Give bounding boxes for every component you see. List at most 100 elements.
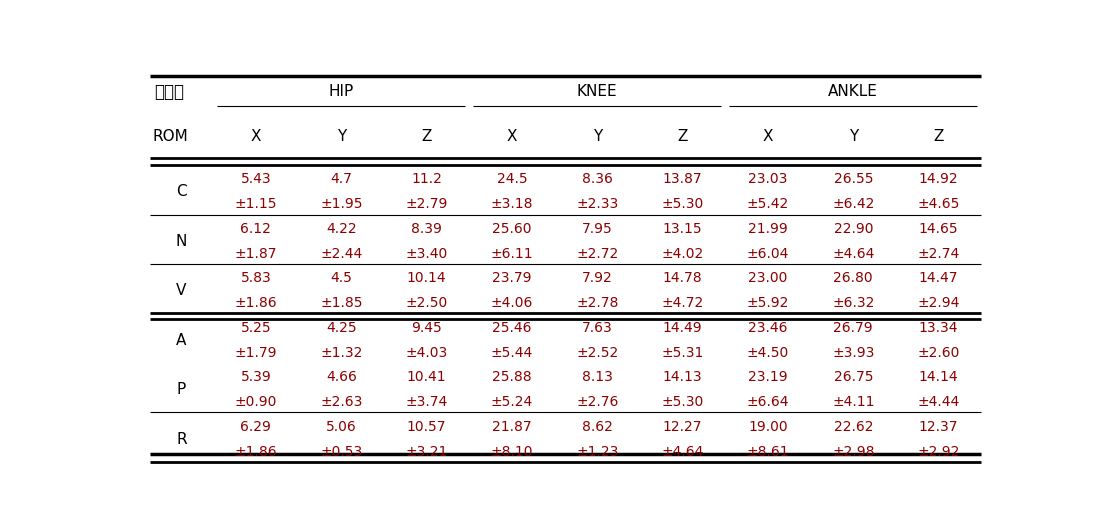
Text: 14.13: 14.13 [662,370,702,384]
Text: 4.25: 4.25 [326,321,357,335]
Text: P: P [176,382,186,397]
Text: ±2.92: ±2.92 [918,444,960,458]
Text: ±3.40: ±3.40 [405,246,448,260]
Text: A: A [176,333,186,348]
Text: 26.75: 26.75 [833,370,873,384]
Text: ±2.98: ±2.98 [832,444,875,458]
Text: 21.99: 21.99 [748,222,787,236]
Text: ±5.44: ±5.44 [491,345,533,359]
Text: 11.2: 11.2 [411,172,442,187]
Text: 5.83: 5.83 [241,271,272,286]
Text: ±8.61: ±8.61 [747,444,789,458]
Text: 7.95: 7.95 [581,222,612,236]
Text: 5.43: 5.43 [241,172,272,187]
Text: 13.87: 13.87 [662,172,702,187]
Text: 26.79: 26.79 [833,321,873,335]
Text: 25.88: 25.88 [492,370,532,384]
Text: ±1.87: ±1.87 [234,246,277,260]
Text: ±2.94: ±2.94 [918,296,960,310]
Text: 7.63: 7.63 [581,321,612,335]
Text: 5.39: 5.39 [241,370,272,384]
Text: KNEE: KNEE [577,84,618,100]
Text: 8.13: 8.13 [581,370,613,384]
Text: ±5.30: ±5.30 [661,197,704,211]
Text: ±3.18: ±3.18 [491,197,533,211]
Text: ±4.06: ±4.06 [491,296,533,310]
Text: ±1.86: ±1.86 [234,444,277,458]
Text: ±0.90: ±0.90 [234,395,277,409]
Text: 23.46: 23.46 [748,321,787,335]
Text: 10.14: 10.14 [406,271,447,286]
Text: ±3.74: ±3.74 [405,395,448,409]
Text: 7.92: 7.92 [581,271,612,286]
Text: 23.03: 23.03 [748,172,787,187]
Text: 4.5: 4.5 [331,271,353,286]
Text: 4.22: 4.22 [326,222,357,236]
Text: ±1.32: ±1.32 [320,345,362,359]
Text: 21.87: 21.87 [492,420,532,434]
Text: ±4.11: ±4.11 [832,395,875,409]
Text: 9.45: 9.45 [412,321,442,335]
Text: ±8.10: ±8.10 [491,444,533,458]
Text: ±1.79: ±1.79 [234,345,277,359]
Text: ±6.42: ±6.42 [832,197,875,211]
Text: ±2.72: ±2.72 [576,246,619,260]
Text: ±4.72: ±4.72 [661,296,704,310]
Text: ±6.64: ±6.64 [747,395,789,409]
Text: 26.80: 26.80 [833,271,873,286]
Text: ±6.11: ±6.11 [491,246,533,260]
Text: X: X [251,130,262,144]
Text: ±2.50: ±2.50 [405,296,448,310]
Text: ±6.04: ±6.04 [747,246,789,260]
Text: Z: Z [933,130,944,144]
Text: 14.78: 14.78 [662,271,702,286]
Text: ±4.50: ±4.50 [747,345,789,359]
Text: ±2.44: ±2.44 [320,246,362,260]
Text: ±2.52: ±2.52 [576,345,619,359]
Text: ±1.95: ±1.95 [320,197,362,211]
Text: ±3.21: ±3.21 [405,444,448,458]
Text: 19.00: 19.00 [748,420,787,434]
Text: Y: Y [849,130,857,144]
Text: ±4.64: ±4.64 [661,444,704,458]
Text: 26.55: 26.55 [833,172,873,187]
Text: 22.62: 22.62 [833,420,873,434]
Text: 4.66: 4.66 [326,370,357,384]
Text: Z: Z [422,130,431,144]
Text: 12.37: 12.37 [919,420,958,434]
Text: X: X [763,130,773,144]
Text: Z: Z [678,130,688,144]
Text: ±2.76: ±2.76 [576,395,619,409]
Text: 4.7: 4.7 [331,172,353,187]
Text: N: N [175,234,187,249]
Text: 숙련자: 숙련자 [153,83,184,101]
Text: ±4.03: ±4.03 [405,345,448,359]
Text: ±1.15: ±1.15 [234,197,277,211]
Text: ±2.63: ±2.63 [320,395,362,409]
Text: 8.36: 8.36 [581,172,613,187]
Text: ±5.30: ±5.30 [661,395,704,409]
Text: ±5.92: ±5.92 [747,296,789,310]
Text: Y: Y [336,130,346,144]
Text: 6.29: 6.29 [241,420,272,434]
Text: ±4.02: ±4.02 [661,246,704,260]
Text: 5.25: 5.25 [241,321,272,335]
Text: ±6.32: ±6.32 [832,296,875,310]
Text: 5.06: 5.06 [326,420,357,434]
Text: X: X [507,130,517,144]
Text: ±2.79: ±2.79 [405,197,448,211]
Text: 8.62: 8.62 [581,420,613,434]
Text: R: R [176,432,187,446]
Text: 14.92: 14.92 [919,172,958,187]
Text: ±2.33: ±2.33 [576,197,619,211]
Text: 14.14: 14.14 [919,370,958,384]
Text: 10.41: 10.41 [406,370,447,384]
Text: ROM: ROM [153,130,188,144]
Text: 24.5: 24.5 [497,172,527,187]
Text: ±0.53: ±0.53 [320,444,362,458]
Text: ANKLE: ANKLE [828,84,878,100]
Text: ±1.23: ±1.23 [576,444,619,458]
Text: Y: Y [592,130,602,144]
Text: 12.27: 12.27 [662,420,702,434]
Text: ±4.44: ±4.44 [918,395,959,409]
